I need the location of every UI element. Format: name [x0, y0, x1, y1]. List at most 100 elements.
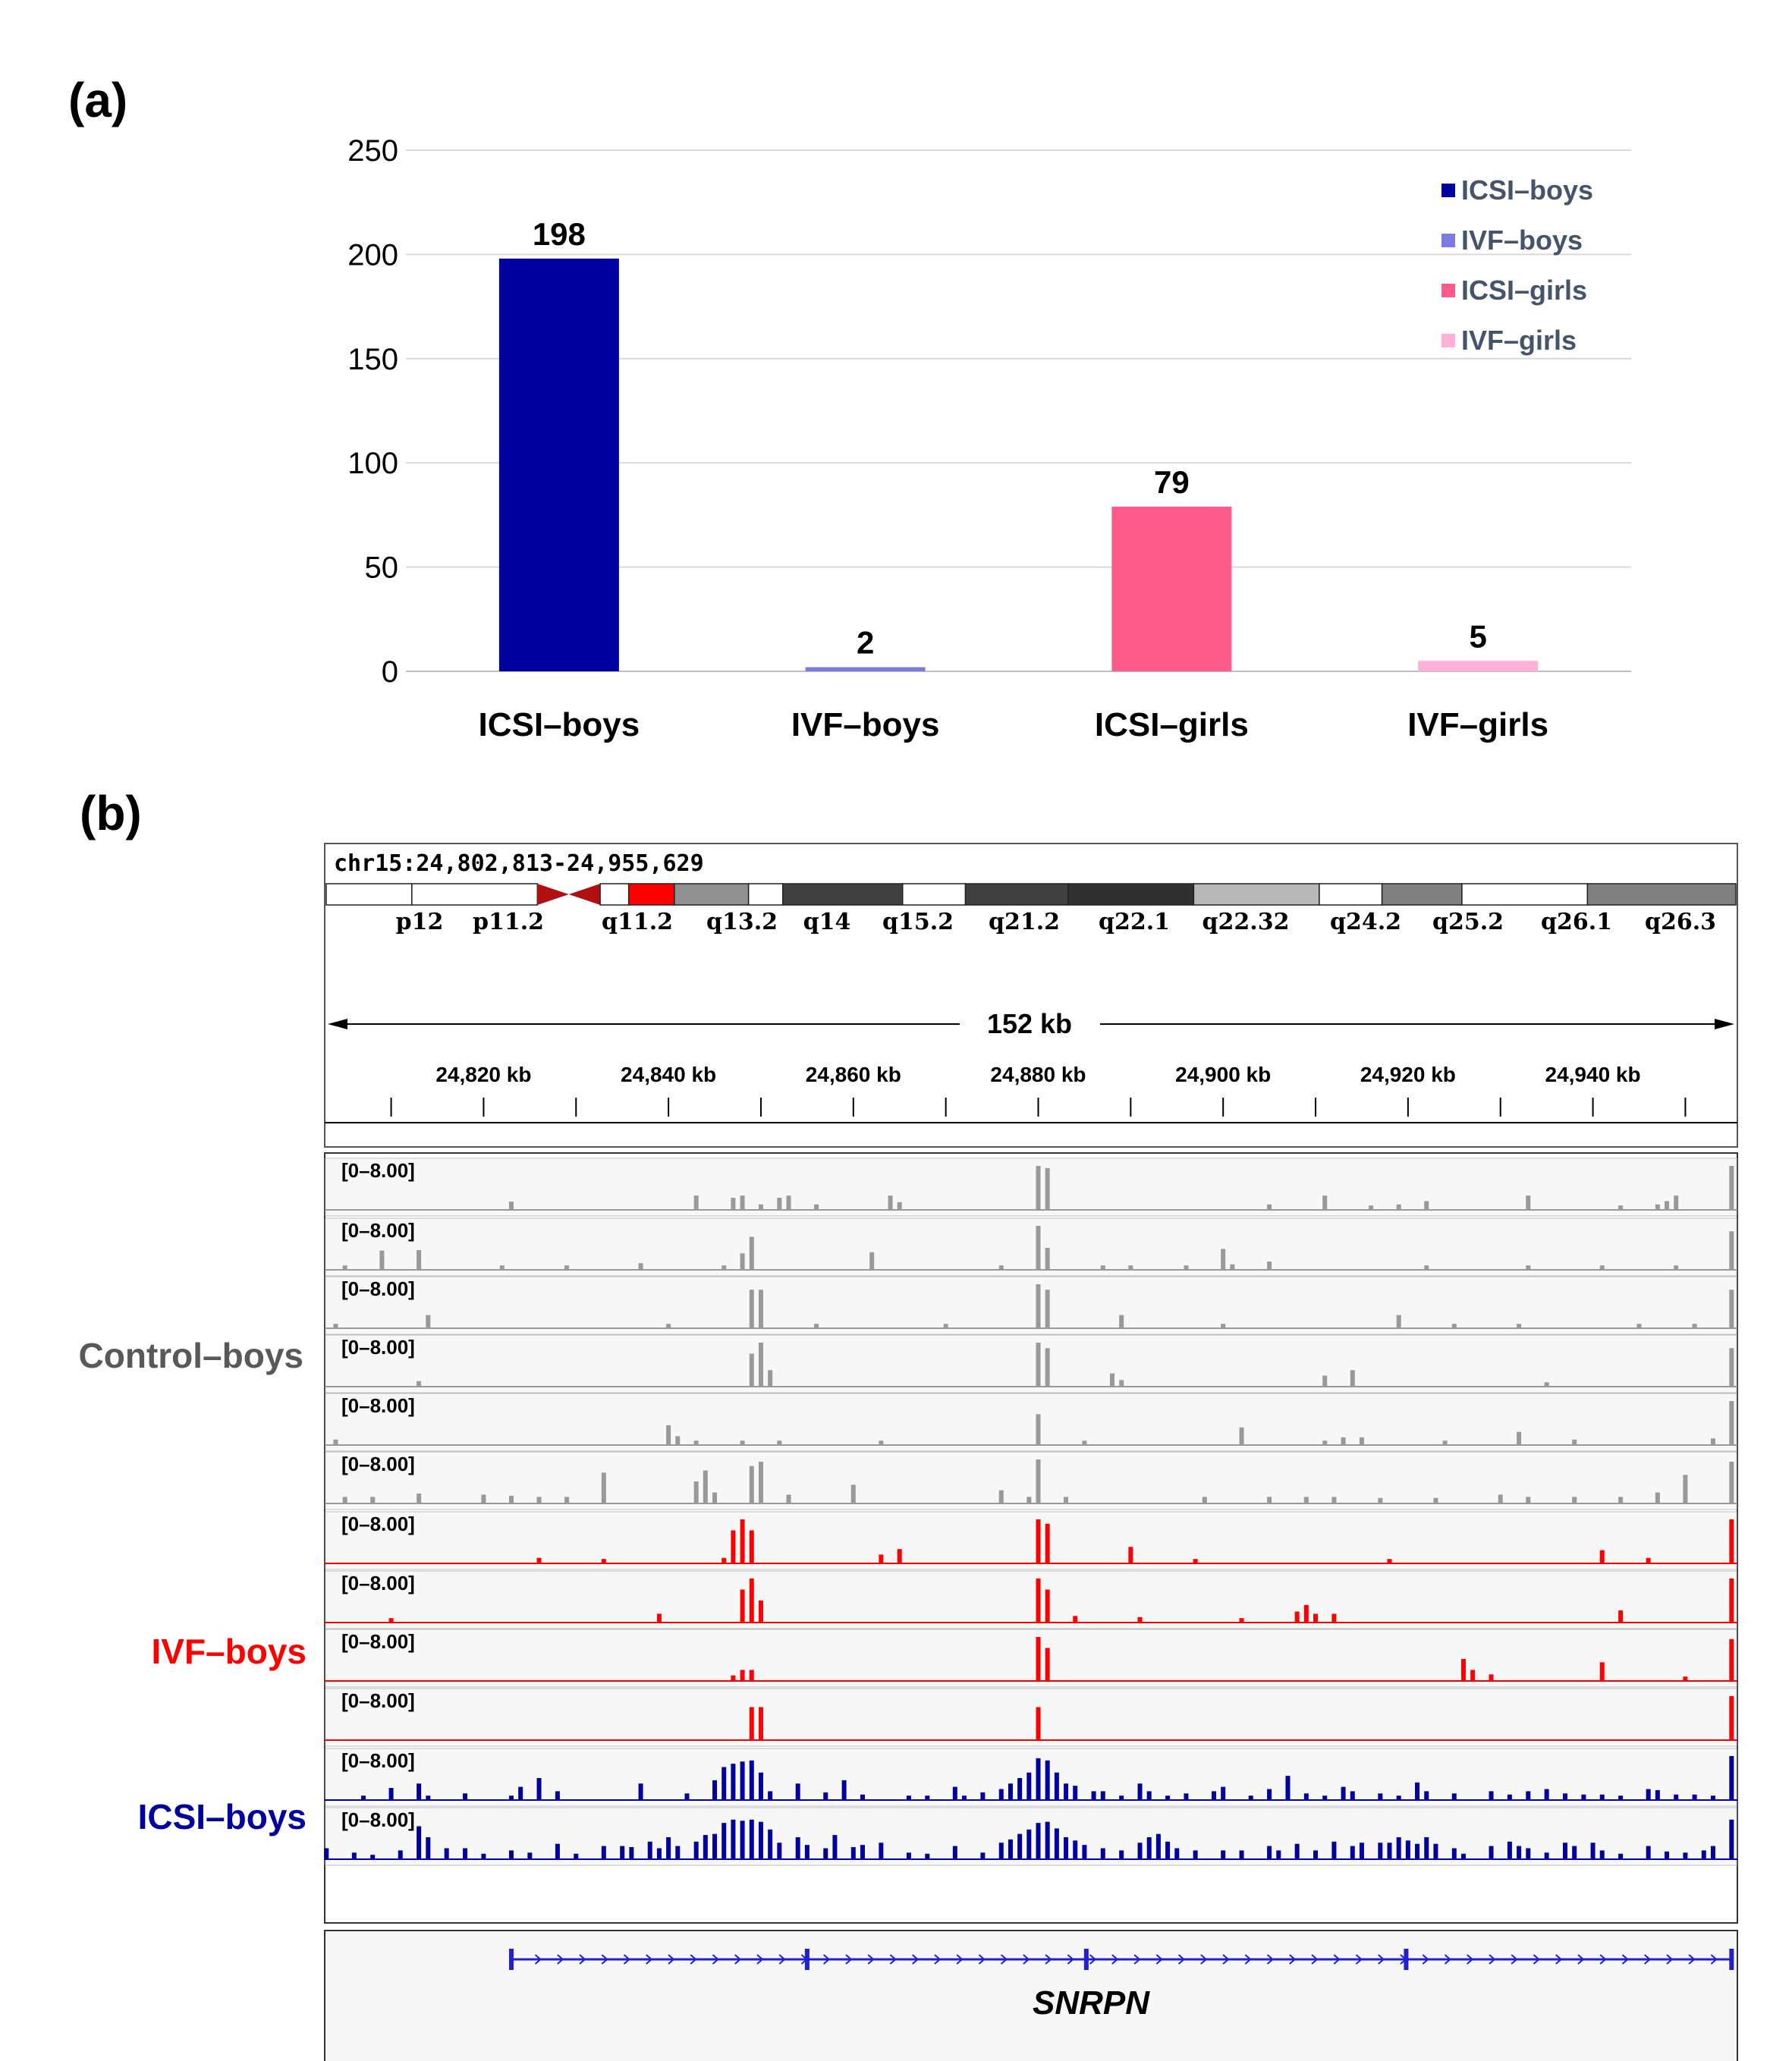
x-category-label: ICSI–girls: [1095, 706, 1249, 743]
coverage-bar: [508, 1202, 514, 1210]
ideogram-band: [627, 883, 675, 906]
coverage-bar: [758, 1707, 763, 1740]
coverage-bar: [666, 1324, 671, 1328]
coverage-bar: [508, 1850, 514, 1859]
coverage-bar: [1350, 1791, 1355, 1800]
coverage-bar: [1146, 1791, 1152, 1800]
coverage-bar: [795, 1837, 800, 1859]
coverage-bar: [952, 1846, 957, 1859]
strand-arrow: [1133, 1954, 1141, 1965]
bar: [1418, 661, 1539, 671]
coverage-bar: [333, 1439, 338, 1445]
coverage-bar: [1563, 1793, 1568, 1800]
coverage-bar: [758, 1772, 763, 1800]
strand-arrow: [1067, 1954, 1074, 1965]
coverage-bar: [1100, 1791, 1105, 1800]
coverage-bar: [1451, 1793, 1457, 1800]
coverage-bar: [1239, 1618, 1244, 1623]
coverage-bar: [1599, 1850, 1605, 1859]
coverage-bar: [1683, 1852, 1688, 1859]
strand-arrow: [1422, 1954, 1429, 1965]
panel-label-b: (b): [80, 786, 142, 840]
coverage-bar: [1017, 1778, 1023, 1800]
coverage-bar: [647, 1841, 652, 1859]
coverage-bar: [1729, 1290, 1734, 1328]
strand-arrow: [668, 1954, 675, 1965]
coverage-bar: [417, 1381, 422, 1387]
coverage-bar: [1322, 1195, 1328, 1210]
coverage-bar: [333, 1324, 338, 1328]
coverage-bar: [1729, 1638, 1734, 1681]
coverage-bar: [1054, 1828, 1059, 1859]
locus-label: chr15:24,802,813-24,955,629: [334, 850, 704, 877]
coverage-bar: [1036, 1579, 1041, 1623]
coverage-bar: [1322, 1375, 1328, 1387]
tracks-frame: [324, 1152, 1738, 1924]
strand-arrow: [800, 1954, 808, 1965]
coverage-bar: [1674, 1195, 1679, 1210]
coverage-bar: [463, 1848, 468, 1859]
coverage-bar: [722, 1767, 727, 1800]
coverage-bar: [1359, 1437, 1364, 1445]
y-tick-label: 100: [347, 447, 398, 480]
band-label: q11.2: [602, 909, 673, 935]
strand-arrow: [1089, 1954, 1097, 1965]
coverage-bar: [777, 1843, 782, 1859]
coverage-bar: [758, 1290, 763, 1328]
coverage-bar: [1378, 1497, 1383, 1503]
gene-track-frame: [324, 1930, 1738, 2061]
coverage-bar: [1451, 1848, 1457, 1859]
track-range-label: [0–8.00]: [341, 1277, 415, 1300]
coverage-bar: [370, 1497, 376, 1503]
chart-legend: ICSI–boys IVF–boys ICSI–girls IVF–girls: [1441, 165, 1593, 366]
coverage-bar: [1137, 1616, 1143, 1623]
coverage-bar: [1221, 1786, 1226, 1800]
coverage-bar: [638, 1783, 643, 1800]
coverage-bar: [888, 1195, 893, 1210]
ideogram-band: [1067, 883, 1195, 906]
coverage-bar: [1008, 1839, 1013, 1859]
strand-arrow: [557, 1954, 564, 1965]
coverage-bar: [1109, 1373, 1114, 1387]
coverage-bar: [1036, 1758, 1041, 1800]
track-range-label: [0–8.00]: [341, 1513, 415, 1535]
coverage-bar: [1665, 1851, 1670, 1859]
coverage-bar: [1415, 1843, 1420, 1859]
coverage-bar: [1064, 1837, 1069, 1859]
coverage-bar: [749, 1353, 754, 1387]
coverage-bar: [1267, 1497, 1272, 1503]
coverage-bar: [1165, 1841, 1171, 1859]
strand-arrow: [867, 1954, 875, 1965]
coverage-bar: [1294, 1611, 1300, 1623]
coverage-bar: [1729, 1348, 1734, 1387]
ideogram-band: [411, 883, 539, 906]
y-tick-label: 150: [347, 343, 398, 376]
coverage-bar: [869, 1252, 875, 1270]
band-label: q14: [803, 909, 851, 935]
coverage-bar: [1239, 1850, 1244, 1859]
legend-item: ICSI–boys: [1441, 165, 1593, 215]
strand-arrow: [1378, 1954, 1385, 1965]
coverage-bar: [1526, 1791, 1531, 1800]
track-panel: [325, 1629, 1737, 1688]
coverage-bar: [1618, 1497, 1624, 1503]
coverage-bar: [749, 1530, 754, 1563]
coverage-bar: [555, 1843, 560, 1859]
coverage-bar: [1655, 1492, 1660, 1503]
coverage-bar: [1036, 1459, 1041, 1503]
ideogram-band: [325, 883, 413, 906]
coverage-bar: [860, 1794, 865, 1800]
strand-arrow: [912, 1954, 920, 1965]
strand-arrow: [1444, 1954, 1452, 1965]
coverage-bar: [1590, 1843, 1596, 1859]
coverage-bar: [1082, 1441, 1087, 1445]
legend-label: ICSI–girls: [1461, 275, 1588, 306]
coverage-bar: [1729, 1756, 1734, 1800]
coverage-bar: [1211, 1791, 1216, 1800]
strand-arrow: [889, 1954, 897, 1965]
coverage-bar: [1572, 1497, 1577, 1503]
legend-label: IVF–girls: [1461, 325, 1577, 356]
strand-arrow: [734, 1954, 742, 1965]
coverage-bar: [379, 1250, 385, 1270]
band-label: q25.2: [1432, 909, 1504, 935]
